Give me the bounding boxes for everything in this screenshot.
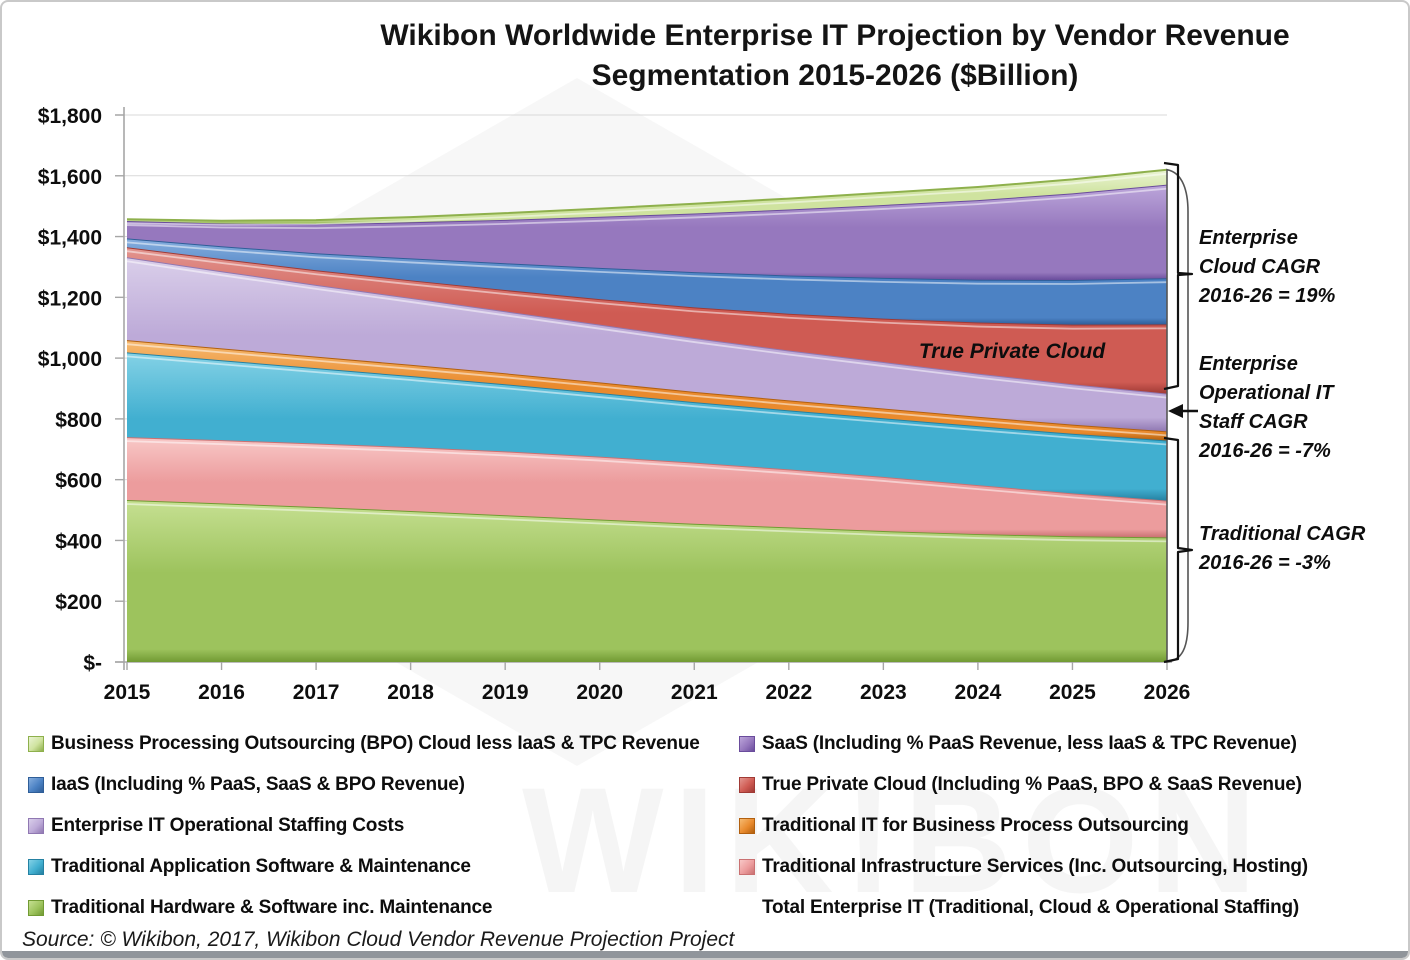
legend-label: Enterprise IT Operational Staffing Costs <box>51 815 405 836</box>
source-attribution: Source: © Wikibon, 2017, Wikibon Cloud V… <box>22 928 735 951</box>
title-line-1: Wikibon Worldwide Enterprise IT Projecti… <box>380 19 1290 52</box>
x-axis-label: 2024 <box>955 681 1002 704</box>
legend-item-trad_infra: Traditional Infrastructure Services (Inc… <box>739 852 1308 882</box>
legend-swatch-saas <box>739 736 755 752</box>
band-highlight-bpo_cloud <box>126 172 1168 226</box>
legend-label: Total Enterprise IT (Traditional, Cloud … <box>762 897 1300 918</box>
page-title: Wikibon Worldwide Enterprise IT Projecti… <box>380 16 1289 96</box>
x-axis-label: 2021 <box>671 681 718 704</box>
x-axis-label: 2019 <box>482 681 529 704</box>
legend-label: Business Processing Outsourcing (BPO) Cl… <box>51 733 700 754</box>
y-axis-label: $1,200 <box>38 287 102 310</box>
legend-label: Traditional Application Software & Maint… <box>51 856 471 877</box>
legend-swatch-trad_bpo <box>739 818 755 834</box>
legend-swatch-trad_hw <box>28 900 44 916</box>
x-axis-label: 2025 <box>1049 681 1096 704</box>
y-axis-label: $1,400 <box>38 227 102 250</box>
x-axis-label: 2026 <box>1144 681 1191 704</box>
y-axis-label: $1,800 <box>38 105 102 128</box>
band-highlight-trad_infra <box>126 440 1168 506</box>
band-highlight-trad_app <box>126 355 1168 446</box>
band-highlight-iaas <box>126 241 1168 285</box>
band-trad_hw <box>127 500 1167 662</box>
band-top-edge-trad_bpo <box>126 339 1168 433</box>
legend-swatch-trad_infra <box>739 859 755 875</box>
legend-column-right: SaaS (Including % PaaS Revenue, less Iaa… <box>739 729 1308 934</box>
legend-swatch-tpc <box>739 777 755 793</box>
legend-label: IaaS (Including % PaaS, SaaS & BPO Reven… <box>51 774 465 795</box>
legend-label: Traditional Hardware & Software inc. Mai… <box>51 897 493 918</box>
y-axis-label: $600 <box>55 470 102 493</box>
band-highlight-tpc <box>126 250 1168 330</box>
frame-bottom-bar <box>2 951 1408 958</box>
legend-item-iaas: IaaS (Including % PaaS, SaaS & BPO Reven… <box>28 770 700 800</box>
legend-item-trad_app: Traditional Application Software & Maint… <box>28 852 700 882</box>
legend-swatch-trad_app <box>28 859 44 875</box>
annotation-operational-staff-cagr: Enterprise Operational IT Staff CAGR 201… <box>1199 353 1334 462</box>
legend-label: True Private Cloud (Including % PaaS, BP… <box>762 774 1302 795</box>
band-top-edge-bpo_cloud <box>126 168 1168 222</box>
y-axis-label: $1,600 <box>38 166 102 189</box>
true-private-cloud-label: True Private Cloud <box>918 340 1106 363</box>
band-iaas <box>127 238 1167 325</box>
legend-item-saas: SaaS (Including % PaaS Revenue, less Iaa… <box>739 729 1308 759</box>
y-axis-label: $800 <box>55 409 102 432</box>
band-trad_infra <box>127 437 1167 538</box>
band-op_staff <box>127 257 1167 432</box>
cloud-bracket <box>1163 161 1194 391</box>
legend-item-op_staff: Enterprise IT Operational Staffing Costs <box>28 811 700 841</box>
x-axis-label: 2020 <box>576 681 623 704</box>
legend-swatch-iaas <box>28 777 44 793</box>
y-axis-label: $- <box>83 652 102 675</box>
x-axis-label: 2017 <box>293 681 340 704</box>
band-highlight-saas <box>126 187 1168 229</box>
annotation-enterprise-cloud-cagr: Enterprise Cloud CAGR 2016-26 = 19% <box>1199 227 1336 307</box>
legend-column-left: Business Processing Outsourcing (BPO) Cl… <box>28 729 700 934</box>
legend-swatch-op_staff <box>28 818 44 834</box>
x-axis-label: 2022 <box>765 681 812 704</box>
title-line-2: Segmentation 2015-2026 ($Billion) <box>591 59 1079 92</box>
band-highlight-trad_hw <box>126 503 1168 543</box>
legend-item-tpc: True Private Cloud (Including % PaaS, BP… <box>739 770 1308 800</box>
x-axis-label: 2023 <box>860 681 907 704</box>
legend-item-total: Total Enterprise IT (Traditional, Cloud … <box>739 893 1308 923</box>
legend-label: Traditional IT for Business Process Outs… <box>762 815 1189 836</box>
x-axis-label: 2015 <box>104 681 151 704</box>
legend-label: Traditional Infrastructure Services (Inc… <box>762 856 1308 877</box>
band-tpc <box>127 247 1167 394</box>
y-axis-label: $400 <box>55 530 102 553</box>
legend-swatch-bpo_cloud <box>28 736 44 752</box>
band-highlight-op_staff <box>126 260 1168 399</box>
band-highlight-trad_bpo <box>126 343 1168 437</box>
x-axis-label: 2016 <box>198 681 245 704</box>
y-axis-label: $200 <box>55 591 102 614</box>
x-axis-label: 2018 <box>387 681 434 704</box>
legend-label: SaaS (Including % PaaS Revenue, less Iaa… <box>762 733 1297 754</box>
y-axis-label: $1,000 <box>38 348 102 371</box>
legend-item-trad_hw: Traditional Hardware & Software inc. Mai… <box>28 893 700 923</box>
legend-item-bpo_cloud: Business Processing Outsourcing (BPO) Cl… <box>28 729 700 759</box>
band-trad_app <box>127 352 1167 501</box>
annotation-traditional-cagr: Traditional CAGR 2016-26 = -3% <box>1199 523 1366 574</box>
traditional-bracket <box>1163 436 1194 664</box>
staff-arrow-head <box>1168 404 1183 418</box>
band-top-edge-trad_hw <box>126 499 1168 539</box>
wikibon-text-watermark: WIK!BON <box>522 754 1267 927</box>
legend-item-trad_bpo: Traditional IT for Business Process Outs… <box>739 811 1308 841</box>
band-bpo_cloud <box>127 169 1167 225</box>
